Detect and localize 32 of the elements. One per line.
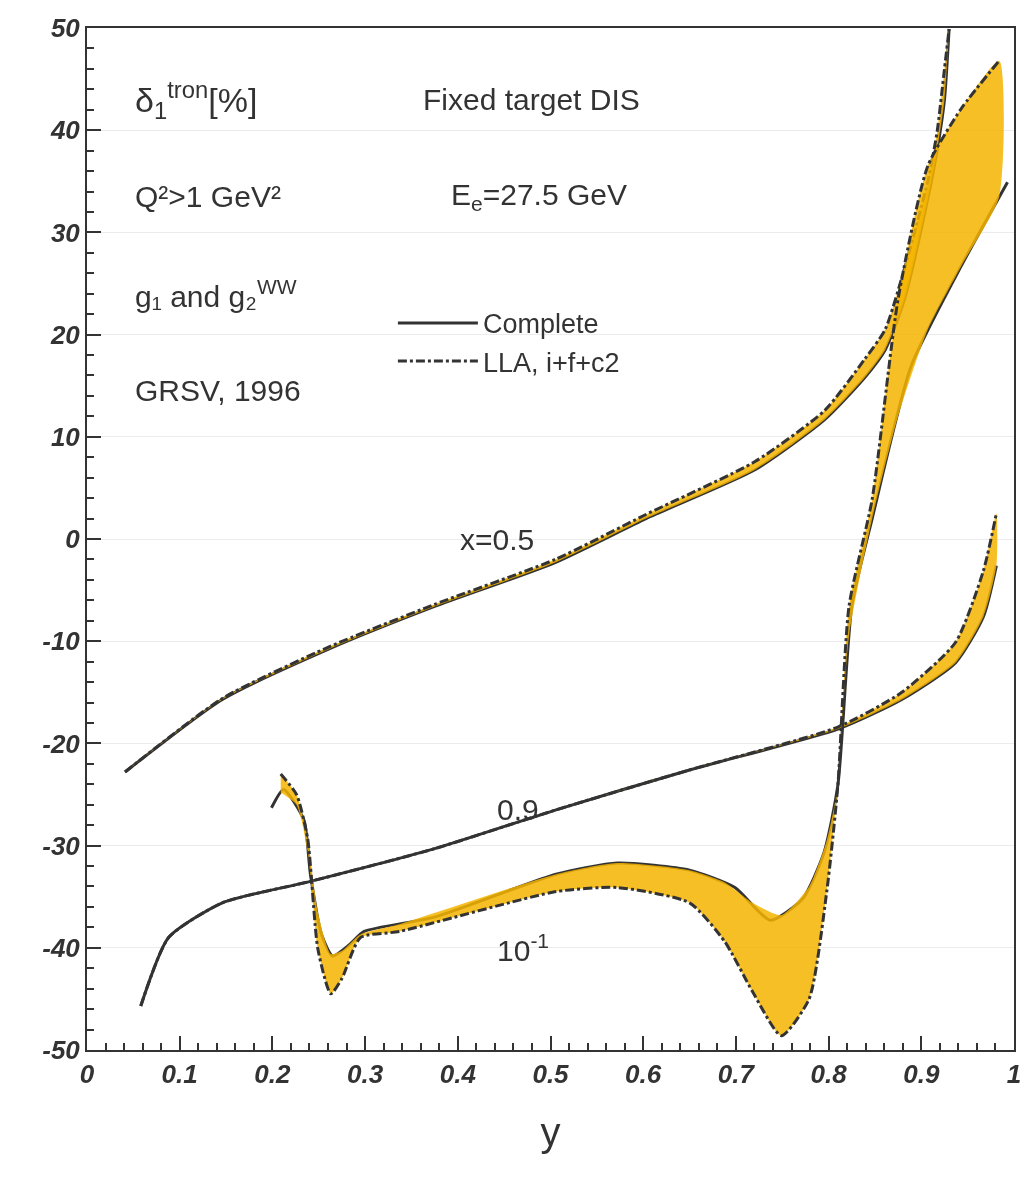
x-tick-label: 0.8 bbox=[810, 1059, 848, 1090]
x-tick-label: 1 bbox=[1006, 1059, 1022, 1090]
x-tick-label: 0.9 bbox=[903, 1059, 940, 1090]
y-tick-label: -10 bbox=[42, 626, 81, 657]
x-tick-label: 0.4 bbox=[439, 1059, 477, 1090]
y-tick-label: 10 bbox=[50, 421, 81, 452]
x-tick-label: 0.5 bbox=[532, 1059, 570, 1090]
legend-label: Complete bbox=[482, 309, 599, 340]
annotation: g₁ and g₂$^{WW}$ bbox=[135, 275, 297, 313]
x-tick-label: 0.7 bbox=[717, 1059, 756, 1090]
y-tick-label: 0 bbox=[65, 524, 81, 555]
y-tick-label: 20 bbox=[49, 319, 81, 350]
x-tick-label: 0.3 bbox=[347, 1059, 384, 1090]
annotation: Fixed target DIS bbox=[423, 83, 640, 116]
x-tick-label: 0.1 bbox=[161, 1059, 198, 1090]
y-tick-label: -50 bbox=[42, 1035, 81, 1066]
annotation: GRSV, 1996 bbox=[135, 374, 301, 407]
y-tick-label: -20 bbox=[42, 728, 81, 759]
annotation: δ$_{1}$$^{tron}$[%] bbox=[135, 76, 258, 125]
legend-label: LLA, i+f+c2 bbox=[482, 347, 620, 378]
y-tick-label: 40 bbox=[49, 115, 81, 146]
x-axis-title: y bbox=[540, 1110, 561, 1155]
y-tick-label: -40 bbox=[42, 932, 81, 963]
x-tick-label: 0.2 bbox=[254, 1059, 292, 1090]
y-tick-label: 50 bbox=[50, 13, 81, 44]
y-tick-label: 30 bbox=[50, 217, 81, 248]
annotation: E$_{e}$=27.5 GeV bbox=[451, 178, 627, 216]
y-tick-label: -30 bbox=[42, 830, 81, 861]
x-tick-label: 0.6 bbox=[625, 1059, 662, 1090]
annotation: Q²>1 GeV² bbox=[135, 180, 281, 213]
annotation: 10$^{-1}$ bbox=[497, 929, 550, 967]
annotation: x=0.5 bbox=[460, 523, 535, 556]
